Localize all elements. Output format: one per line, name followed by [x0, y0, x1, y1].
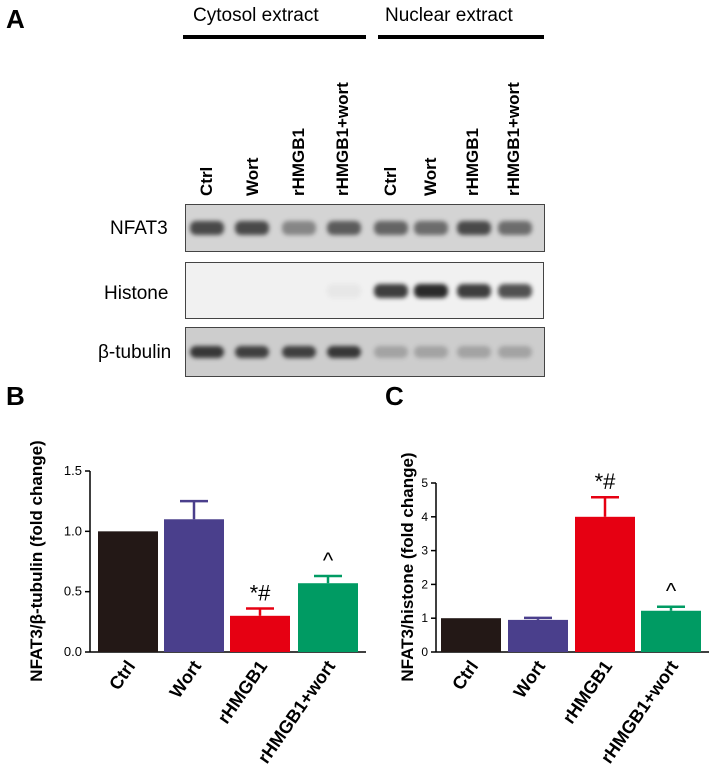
x-tick-label: Wort [166, 657, 206, 702]
significance-annotation: ^ [666, 579, 677, 604]
blot-band [374, 346, 408, 358]
x-tick-label: Ctrl [448, 657, 482, 694]
blot-band [498, 221, 532, 235]
blot-band [190, 221, 224, 235]
blot-band [414, 346, 448, 358]
significance-annotation: *# [250, 581, 272, 606]
y-tick-label: 4 [421, 510, 428, 524]
bar [298, 583, 358, 652]
beta-tubulin-blot [185, 327, 545, 377]
blot-band [235, 346, 269, 358]
x-tick-label: Ctrl [105, 657, 139, 694]
bar [508, 619, 568, 652]
bar [98, 531, 158, 652]
blot-band [457, 283, 491, 298]
y-tick-label: 0 [421, 645, 428, 659]
row-label-nfat3: NFAT3 [110, 218, 168, 239]
blot-band [282, 346, 316, 358]
x-tick-label: rHMGB1 [559, 657, 617, 727]
y-tick-label: 3 [421, 544, 428, 558]
blot-band [498, 283, 532, 298]
bar [441, 618, 501, 652]
blot-band [190, 346, 224, 358]
y-tick-label: 5 [421, 476, 428, 490]
y-tick-label: 0.0 [64, 644, 82, 659]
nfat3-blot [185, 204, 545, 252]
y-tick-label: 1.5 [64, 463, 82, 478]
row-label-histone: Histone [104, 283, 169, 304]
nuclear-group-title: Nuclear extract [385, 5, 513, 26]
y-tick-label: 1 [421, 611, 428, 625]
blot-band [457, 221, 491, 235]
x-tick-label: Wort [510, 657, 550, 702]
bar [641, 610, 701, 652]
cytosol-group-line [183, 35, 366, 39]
nuclear-group-line [378, 35, 544, 39]
blot-band [457, 346, 491, 358]
y-tick-label: 0.5 [64, 584, 82, 599]
blot-band [414, 221, 448, 235]
blot-band [327, 283, 361, 298]
row-label-beta-tubulin: β-tubulin [98, 342, 172, 363]
panel-letter-c: C [385, 381, 404, 411]
bar [230, 615, 290, 652]
panel-letter-b: B [6, 381, 25, 411]
y-tick-label: 2 [421, 577, 428, 591]
blot-band [414, 283, 448, 298]
histone-blot [185, 262, 544, 319]
blot-band [327, 221, 361, 235]
significance-annotation: *# [595, 469, 617, 494]
bar [164, 519, 224, 652]
y-tick-label: 1.0 [64, 523, 82, 538]
significance-annotation: ^ [323, 548, 334, 573]
bar [575, 516, 635, 652]
blot-band [327, 346, 361, 358]
y-axis-label: NFAT3/histone (fold change) [398, 452, 417, 681]
blot-band [235, 221, 269, 235]
cytosol-group-title: Cytosol extract [193, 5, 319, 26]
y-axis-label: NFAT3/β-tubulin (fold change) [27, 440, 46, 681]
blot-band [498, 346, 532, 358]
blot-band [282, 221, 316, 235]
x-tick-label: rHMGB1 [214, 657, 272, 727]
blot-band [374, 283, 408, 298]
blot-band [374, 221, 408, 235]
panel-letter-a: A [6, 4, 25, 34]
